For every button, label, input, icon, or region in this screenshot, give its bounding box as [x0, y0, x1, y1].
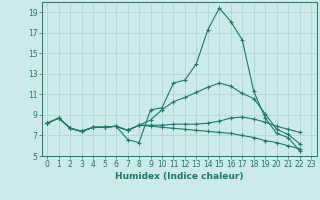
X-axis label: Humidex (Indice chaleur): Humidex (Indice chaleur) [115, 172, 244, 181]
